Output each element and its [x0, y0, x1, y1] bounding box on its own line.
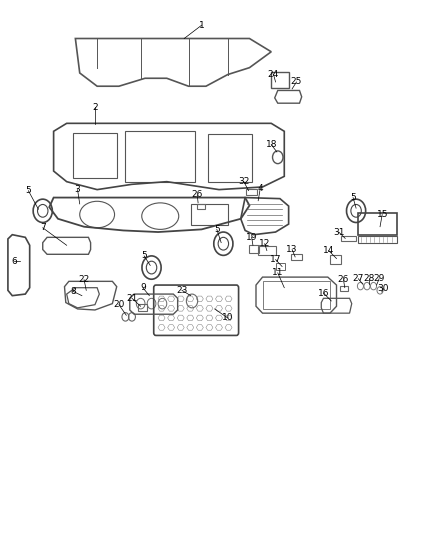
Text: 29: 29 [374, 274, 385, 283]
Text: 23: 23 [177, 286, 188, 295]
Text: 21: 21 [126, 294, 138, 303]
Text: 15: 15 [376, 210, 388, 219]
Bar [330, 255, 341, 264]
Text: 5: 5 [141, 252, 147, 261]
Text: 4: 4 [258, 183, 263, 192]
Text: 2: 2 [92, 103, 98, 112]
Text: 19: 19 [246, 233, 258, 242]
Text: 28: 28 [364, 274, 375, 283]
Bar [271, 72, 289, 88]
Text: 22: 22 [78, 275, 90, 284]
Bar [73, 133, 117, 179]
Text: 5: 5 [25, 186, 31, 195]
Text: 17: 17 [270, 255, 281, 264]
Text: 31: 31 [333, 228, 344, 237]
Text: 30: 30 [378, 284, 389, 293]
Text: 9: 9 [140, 283, 146, 292]
Text: 12: 12 [259, 239, 270, 248]
Bar [249, 245, 259, 253]
Text: 26: 26 [338, 275, 349, 284]
Text: 25: 25 [291, 77, 302, 86]
Text: 27: 27 [353, 274, 364, 283]
Text: 6: 6 [11, 257, 18, 265]
Bar [197, 204, 205, 209]
Text: 5: 5 [214, 225, 220, 234]
Bar [138, 304, 147, 311]
Bar [191, 204, 228, 225]
Text: 11: 11 [272, 268, 283, 277]
Text: 26: 26 [191, 190, 203, 199]
Text: 32: 32 [238, 177, 250, 186]
Text: 18: 18 [265, 140, 277, 149]
Text: 24: 24 [268, 69, 279, 78]
Bar [247, 189, 257, 196]
Bar [291, 254, 302, 260]
Bar [341, 236, 356, 241]
Text: 1: 1 [199, 21, 205, 30]
Bar [276, 263, 285, 270]
Bar [340, 286, 348, 292]
Bar [358, 214, 397, 235]
Text: 13: 13 [286, 245, 298, 254]
Bar [125, 131, 195, 182]
Bar [258, 246, 276, 255]
Text: 8: 8 [71, 287, 76, 296]
Bar [358, 236, 397, 243]
Text: 3: 3 [74, 185, 81, 194]
Text: 10: 10 [222, 313, 233, 322]
Text: 16: 16 [318, 288, 329, 297]
Bar [262, 281, 330, 309]
Text: 20: 20 [113, 300, 124, 309]
Text: 7: 7 [40, 223, 46, 232]
Text: 5: 5 [350, 193, 356, 202]
Bar [208, 134, 252, 182]
Text: 14: 14 [323, 246, 334, 255]
